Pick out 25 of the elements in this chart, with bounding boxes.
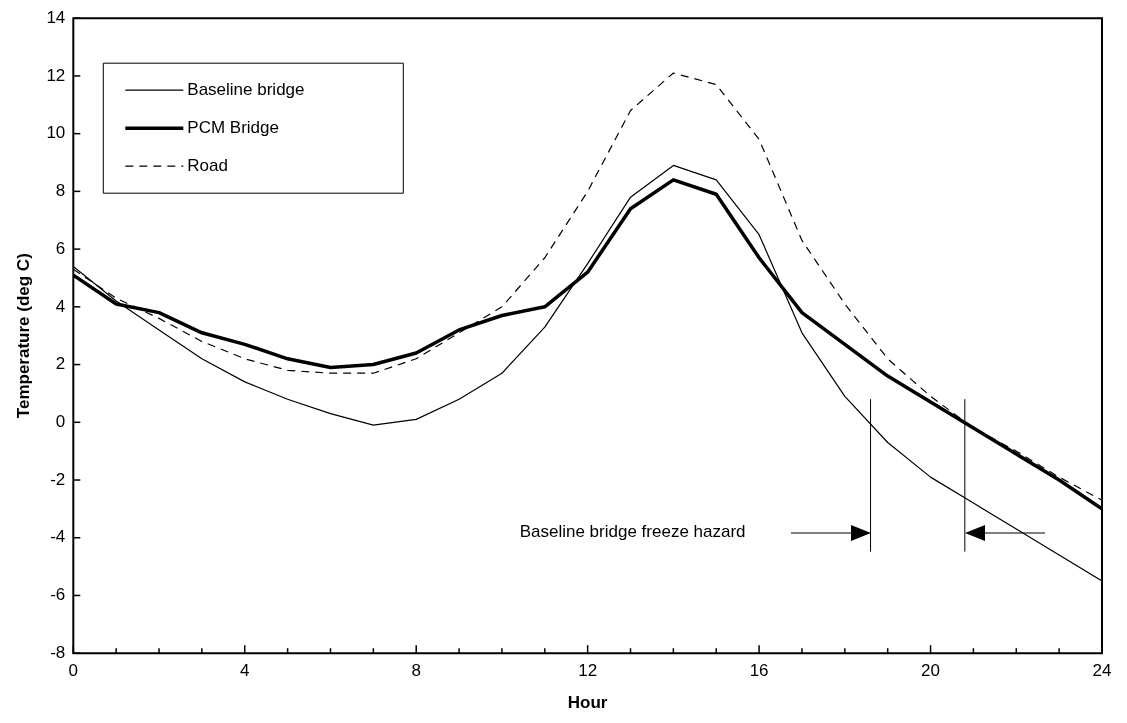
legend-label: Road [187, 155, 228, 175]
y-tick-label: 8 [55, 181, 66, 201]
y-tick-label: 12 [46, 65, 66, 85]
y-tick-label: 6 [55, 238, 66, 258]
x-tick-label: 12 [578, 661, 598, 681]
y-tick-label: 10 [46, 123, 66, 143]
x-tick-label: 24 [1092, 661, 1112, 681]
y-tick-label: 0 [55, 411, 66, 431]
annotation: Baseline bridge freeze hazard [519, 522, 746, 542]
y-tick-label: -6 [50, 585, 66, 605]
y-tick-label: 4 [55, 296, 66, 316]
y-tick-label: -8 [50, 642, 66, 662]
legend-label: PCM Bridge [187, 117, 279, 137]
y-axis-title: Temperature (deg C) [13, 253, 33, 419]
y-tick-label: 2 [55, 354, 66, 374]
y-tick-label: -2 [50, 469, 66, 489]
x-axis-title: Hour [567, 693, 608, 713]
x-tick-label: 16 [749, 661, 769, 681]
x-tick-label: 0 [68, 661, 79, 681]
y-tick-label: 14 [46, 7, 66, 27]
y-tick-label: -4 [50, 527, 66, 547]
x-tick-label: 8 [411, 661, 421, 681]
x-tick-label: 4 [240, 661, 250, 681]
x-tick-label: 20 [921, 661, 941, 681]
legend-label: Baseline bridge [187, 79, 305, 99]
